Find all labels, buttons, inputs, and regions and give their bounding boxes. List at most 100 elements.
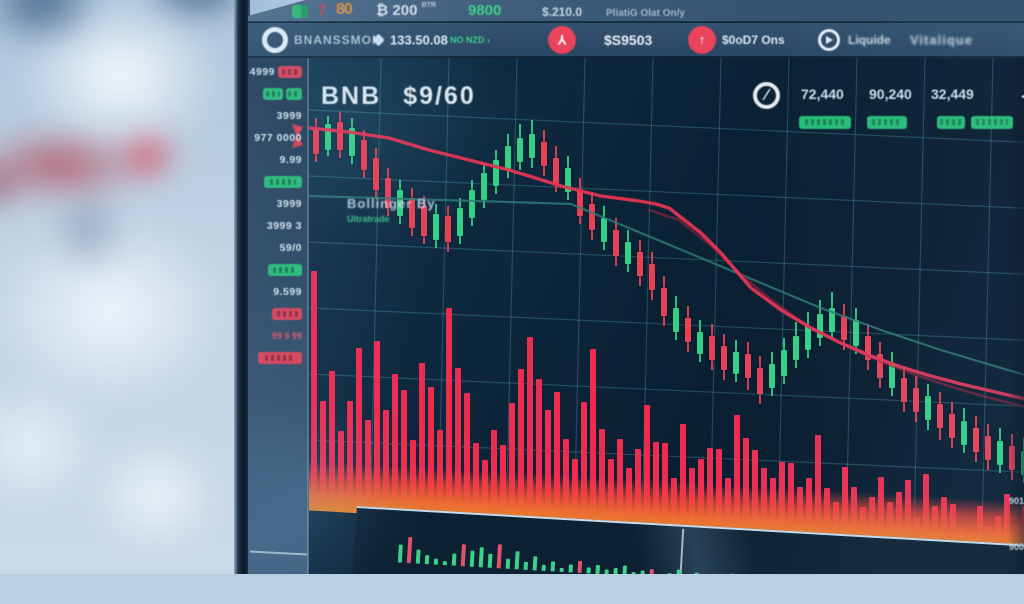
indicator-label[interactable]: Bollinger By Ultratrade bbox=[347, 196, 436, 224]
indicator-subtitle: Ultratrade bbox=[347, 214, 436, 224]
mini-volume-bar bbox=[542, 565, 546, 571]
mini-volume-bar bbox=[434, 559, 438, 565]
stat-value: 72,440 bbox=[801, 86, 844, 102]
order-book-badge bbox=[278, 66, 302, 78]
mini-volume-bar bbox=[443, 561, 447, 565]
merge-arrow-icon[interactable]: Y bbox=[548, 26, 576, 54]
monitor-screen: 7 80 ₿ 200 BTR 9800 $.210.0 PliatiG Olat… bbox=[248, 0, 1024, 574]
stat-badge bbox=[971, 116, 1013, 129]
mini-volume-bar bbox=[578, 561, 583, 573]
symbol-label: BNB bbox=[321, 82, 381, 110]
nav-label-vitalique[interactable]: Vitalique bbox=[910, 32, 973, 47]
order-book-badge bbox=[286, 88, 302, 100]
stat-value: 90,240 bbox=[869, 86, 912, 102]
order-book-row[interactable]: 9.99 bbox=[248, 152, 307, 167]
order-book-row[interactable] bbox=[248, 86, 307, 101]
ticker-red-arrow-icon: 7 bbox=[318, 2, 326, 19]
axis-label-lower: 9005 bbox=[1009, 542, 1024, 552]
order-book-badge bbox=[263, 88, 283, 100]
mini-volume-bar bbox=[416, 550, 421, 564]
order-book-price: 3999 3 bbox=[267, 220, 302, 232]
mini-volume-bar bbox=[587, 567, 591, 573]
mini-volume-bar bbox=[515, 551, 520, 569]
mini-volume-bar bbox=[497, 544, 502, 568]
clock-icon[interactable]: ⁄ bbox=[753, 82, 780, 109]
btc-amount: ₿ 200 bbox=[376, 2, 417, 19]
top-ticker-strip: 7 80 ₿ 200 BTR 9800 $.210.0 PliatiG Olat… bbox=[248, 0, 1024, 22]
order-book-price: 59/0 bbox=[280, 242, 302, 254]
nav-price[interactable]: 133.50.08 bbox=[390, 32, 448, 47]
ticker-usd-value[interactable]: $.210.0 bbox=[542, 5, 582, 19]
mini-volume-bar bbox=[595, 565, 600, 574]
price-axis[interactable]: 9010 9005 bbox=[1007, 58, 1024, 574]
nav-price-change: NO NZD › bbox=[450, 35, 490, 45]
clock-hand: ⁄ bbox=[765, 87, 768, 104]
mini-volume-bar bbox=[470, 551, 475, 567]
order-book-row[interactable]: 3999 bbox=[248, 196, 307, 211]
order-book-row[interactable] bbox=[248, 306, 307, 321]
order-book-row[interactable] bbox=[248, 262, 307, 277]
mini-volume-bar bbox=[649, 569, 653, 574]
mini-panel-divider bbox=[678, 529, 685, 574]
order-book-price: 977 0000 bbox=[254, 132, 302, 144]
order-book-price: 4999 bbox=[250, 66, 275, 78]
order-book-row[interactable] bbox=[248, 174, 307, 189]
arrow-up-glyph: ↑ bbox=[699, 32, 706, 47]
nav-value-1[interactable]: $S9503 bbox=[604, 32, 652, 48]
mini-volume-bar bbox=[425, 555, 430, 564]
btc-suffix: BTR bbox=[422, 2, 436, 9]
order-book-price: 3999 bbox=[277, 198, 302, 210]
mini-volume-bar bbox=[613, 568, 617, 574]
order-book-badge bbox=[264, 176, 302, 188]
brand-logo-icon[interactable] bbox=[262, 27, 288, 53]
stat-badge bbox=[867, 116, 907, 129]
order-book-row[interactable]: 59/0 bbox=[248, 240, 307, 255]
order-book-price: 9.599 bbox=[273, 286, 302, 298]
ticker-green-blocks-icon bbox=[292, 5, 308, 18]
order-book-price: 9.99 bbox=[280, 154, 302, 166]
ticker-btc-value[interactable]: ₿ 200 BTR bbox=[376, 2, 436, 19]
mini-volume-bar bbox=[407, 537, 412, 563]
ticker-green-value[interactable]: 9800 bbox=[468, 2, 501, 19]
ticker-infinity-icon: 80 bbox=[336, 1, 352, 19]
mini-volume-bar bbox=[604, 569, 608, 574]
nav-label-liquide[interactable]: Liquide bbox=[848, 33, 891, 47]
order-book-row[interactable]: 4999 bbox=[248, 64, 307, 79]
order-book-row[interactable] bbox=[248, 350, 307, 365]
order-book-badge bbox=[268, 264, 302, 276]
mini-volume-bar bbox=[506, 559, 511, 569]
stat-badge bbox=[937, 116, 965, 129]
mini-volume-bar bbox=[533, 556, 538, 570]
order-book-row[interactable]: 9.599 bbox=[248, 284, 307, 299]
mini-volume-bar bbox=[560, 568, 564, 572]
monitor-bezel bbox=[234, 0, 250, 574]
symbol-price-header: BNB$9/60 bbox=[321, 82, 476, 111]
nav-value-2[interactable]: $0oD7 Ons bbox=[722, 33, 785, 47]
stat-value: 32,449 bbox=[931, 86, 974, 102]
order-book-row[interactable]: 3999 bbox=[248, 108, 307, 123]
order-book-row[interactable]: 977 0000 bbox=[248, 130, 307, 145]
order-book-sidebar: 4999 3999 977 0000 9.99 3999 3999 3 59/0 9.599 9… bbox=[248, 58, 308, 574]
order-book-alert-text: 99 9 99 bbox=[272, 331, 302, 341]
mini-volume-bar bbox=[461, 544, 466, 566]
nav-bar: BNANSSMON 133.50.08 NO NZD › Y $S9503 ↑ … bbox=[248, 22, 1024, 58]
mini-volume-bar bbox=[524, 562, 528, 570]
order-book-row[interactable]: 99 9 99 bbox=[248, 328, 307, 343]
mini-volume-bar bbox=[479, 547, 484, 567]
arrow-up-icon[interactable]: ↑ bbox=[688, 26, 716, 54]
play-circle-icon[interactable] bbox=[818, 29, 840, 51]
price-chart-panel[interactable]: BNB$9/60 ⁄ 72,440 90,240 32,449 ◂ Bollin… bbox=[308, 58, 1024, 574]
mini-volume-bar bbox=[488, 554, 493, 568]
mini-volume-bar bbox=[551, 561, 556, 571]
mini-volume-bar bbox=[676, 570, 681, 574]
mini-volume-bar bbox=[452, 554, 457, 566]
brand-name[interactable]: BNANSSMON bbox=[294, 33, 382, 47]
merge-arrow-glyph: Y bbox=[557, 32, 566, 48]
ticker-right-text: PliatiG Olat On/y bbox=[606, 8, 685, 19]
indicator-title: Bollinger By bbox=[347, 196, 436, 211]
order-book-price: 3999 bbox=[277, 110, 302, 122]
order-book-row[interactable]: 3999 3 bbox=[248, 218, 307, 233]
mini-volume-bar bbox=[398, 544, 403, 562]
sidebar-bottom-frame bbox=[250, 550, 308, 555]
mini-volume-bar bbox=[569, 564, 573, 572]
